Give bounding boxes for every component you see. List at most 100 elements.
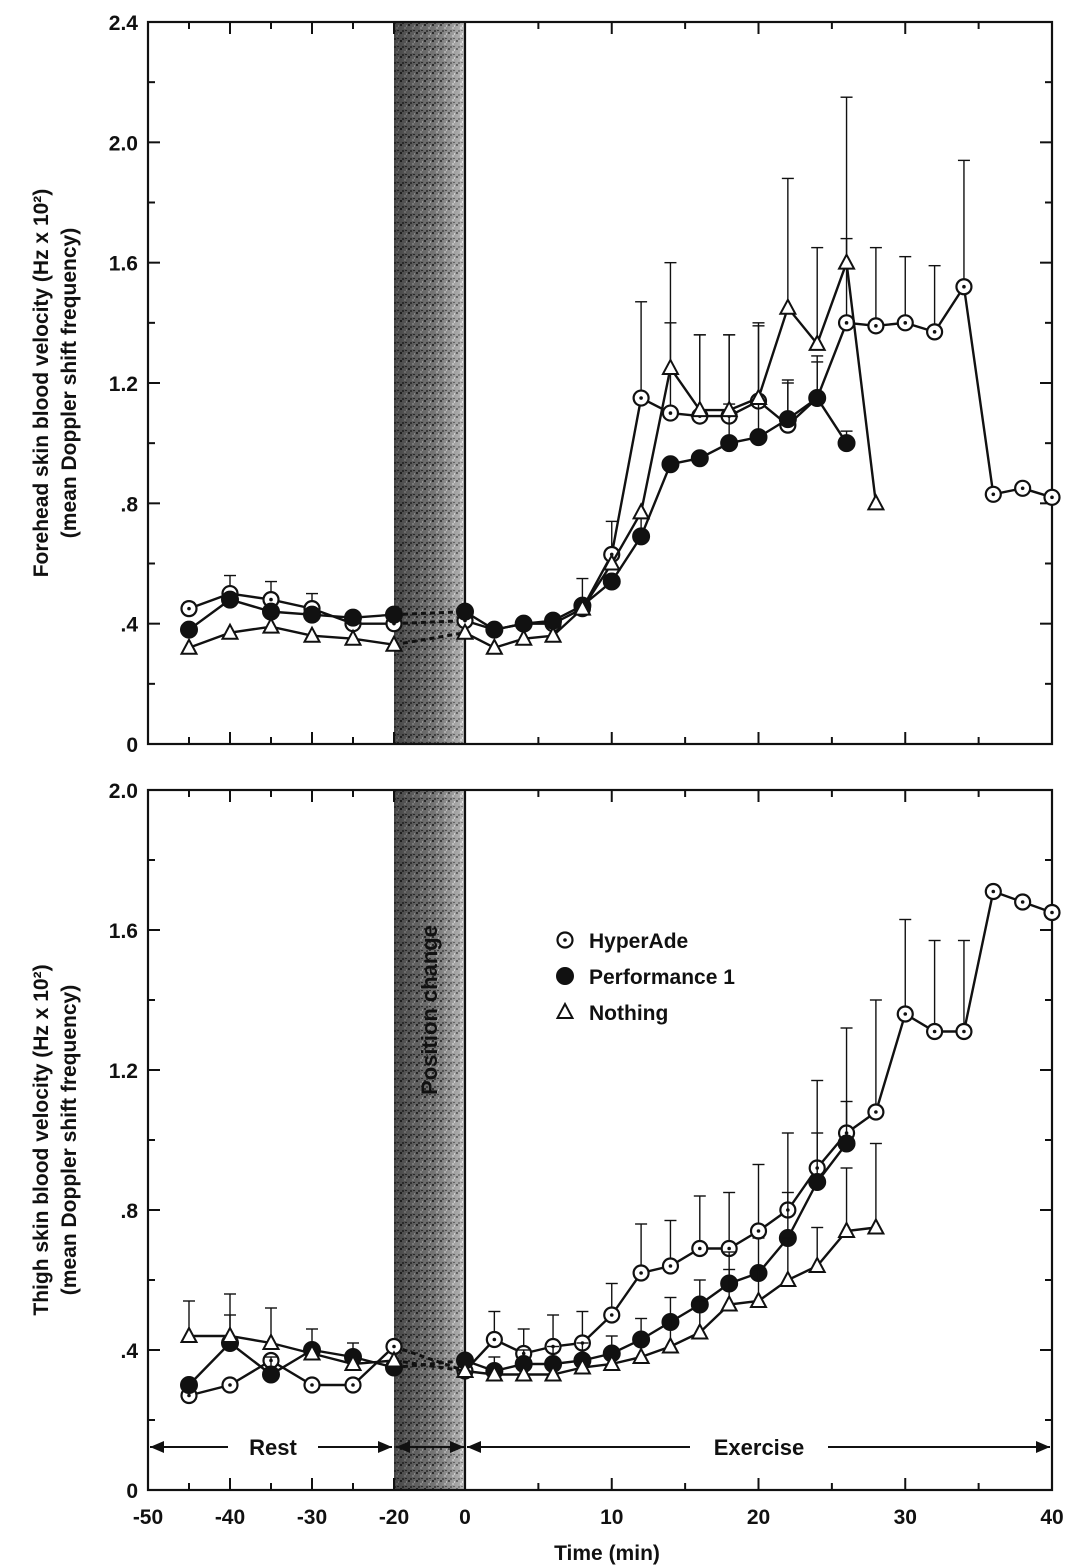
legend-label: HyperAde [589, 930, 688, 953]
data-point-circle-dot [749, 1222, 768, 1240]
marker-dot [962, 284, 966, 289]
data-point-filled-circle [808, 1173, 827, 1191]
plot-frame [146, 20, 1054, 746]
data-point-open-triangle [866, 493, 886, 511]
series-line-rest [189, 1334, 395, 1366]
series-open-triangle [179, 96, 886, 655]
data-point-open-triangle [719, 399, 739, 418]
data-point-open-triangle [631, 502, 651, 520]
marker-dot [639, 1271, 643, 1275]
marker-dot [991, 889, 996, 894]
marker-dot [991, 492, 996, 497]
marker-dot [392, 1344, 396, 1349]
data-point-open-triangle [179, 1325, 199, 1343]
series-line-transition [393, 631, 466, 647]
data-point-filled-circle [180, 1376, 198, 1394]
data-point-filled-circle [778, 410, 797, 429]
marker-dot [492, 1337, 497, 1342]
data-point-circle-dot [925, 1022, 944, 1041]
legend-marker-circle-dot [556, 931, 574, 949]
data-point-filled-circle [262, 1365, 280, 1384]
data-point-filled-circle [485, 620, 504, 639]
rest-label: Rest [249, 1435, 297, 1460]
data-point-filled-circle [221, 590, 239, 609]
data-point-circle-dot [955, 278, 973, 296]
series-circle-dot [180, 159, 1061, 639]
data-point-circle-dot [661, 404, 680, 422]
x-tick-label: 20 [747, 1506, 770, 1529]
data-point-circle-dot [1014, 893, 1032, 911]
y-tick-label: 1.2 [109, 373, 138, 396]
data-point-open-triangle [690, 399, 709, 418]
position-change-label: Position change [417, 925, 442, 1095]
x-tick-label: 30 [894, 1506, 917, 1529]
series-line-transition [393, 1345, 466, 1373]
data-point-circle-dot [180, 600, 198, 618]
marker-dot [756, 1229, 761, 1233]
y-tick-label: 1.6 [109, 253, 138, 276]
x-tick-label: 10 [600, 1506, 623, 1529]
data-point-circle-dot [896, 1005, 914, 1023]
series-filled-circle [180, 355, 856, 639]
x-axis-label: Time (min) [554, 1542, 660, 1565]
series-circle-dot [180, 882, 1061, 1405]
marker-dot [563, 938, 567, 942]
marker-dot [1020, 486, 1025, 491]
data-point-open-triangle [302, 625, 322, 643]
data-point-circle-dot [837, 314, 856, 332]
data-point-open-triangle [661, 1336, 680, 1354]
thigh-panel: -50 -40 -30 -20 0 10 20 30 40 0 .4 .8 1.2 1.6 2.0 Thigh… [30, 780, 1064, 1565]
y-tick-label: 2.4 [109, 12, 139, 35]
data-point-open-triangle [749, 387, 768, 406]
data-point-filled-circle [180, 620, 198, 639]
data-point-open-triangle [343, 628, 363, 646]
exercise-arrow-right-head [1036, 1441, 1050, 1453]
data-point-circle-dot [603, 1306, 621, 1324]
data-point-circle-dot [344, 1376, 362, 1394]
data-point-circle-dot [1014, 479, 1032, 497]
data-point-open-triangle [543, 1364, 563, 1382]
data-point-open-triangle [543, 625, 563, 643]
data-point-open-triangle [837, 1220, 856, 1238]
y-tick-label: 0 [126, 734, 138, 757]
data-point-open-triangle [690, 1322, 709, 1340]
position-change-band-overlay [394, 22, 465, 744]
data-point-open-triangle [866, 1217, 886, 1235]
data-point-open-triangle [455, 1360, 475, 1378]
rest-arrow-left-head [150, 1441, 164, 1453]
data-point-filled-circle [837, 1134, 856, 1153]
data-point-circle-dot [303, 1376, 321, 1394]
marker-dot [932, 1029, 937, 1034]
data-point-circle-dot [632, 389, 650, 407]
data-point-circle-dot [1043, 488, 1061, 506]
marker-dot [228, 1383, 232, 1387]
data-point-circle-dot [925, 323, 944, 341]
data-point-open-triangle [485, 637, 504, 655]
data-point-filled-circle [632, 527, 651, 546]
data-point-open-triangle [220, 1325, 240, 1343]
series-line-transition [393, 610, 466, 617]
data-point-filled-circle [661, 455, 680, 474]
legend-label: Performance 1 [589, 966, 735, 989]
data-point-open-triangle [719, 1294, 739, 1312]
legend-label: Nothing [589, 1002, 668, 1025]
marker-dot [874, 1110, 878, 1114]
data-point-open-triangle [573, 1357, 592, 1375]
plot-frame [146, 788, 1054, 1492]
x-tick-label: -50 [133, 1506, 163, 1529]
series-line-rest [188, 625, 395, 649]
data-point-circle-dot [867, 317, 885, 335]
data-point-open-triangle [302, 1343, 322, 1361]
data-point-open-triangle [179, 637, 199, 655]
data-point-circle-dot [896, 314, 914, 332]
marker-dot [351, 1383, 355, 1387]
data-point-open-triangle [602, 1353, 621, 1371]
y-tick-label: .4 [120, 614, 138, 637]
data-point-open-triangle [808, 333, 827, 351]
series-line-transition [393, 1359, 466, 1369]
data-point-open-triangle [573, 598, 592, 616]
data-point-open-triangle [384, 634, 404, 652]
y-tick-label: .8 [120, 493, 138, 516]
data-point-circle-dot [632, 1264, 650, 1282]
